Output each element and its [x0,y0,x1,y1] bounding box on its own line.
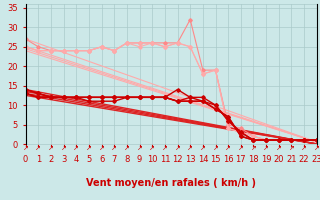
X-axis label: Vent moyen/en rafales ( km/h ): Vent moyen/en rafales ( km/h ) [86,178,256,188]
